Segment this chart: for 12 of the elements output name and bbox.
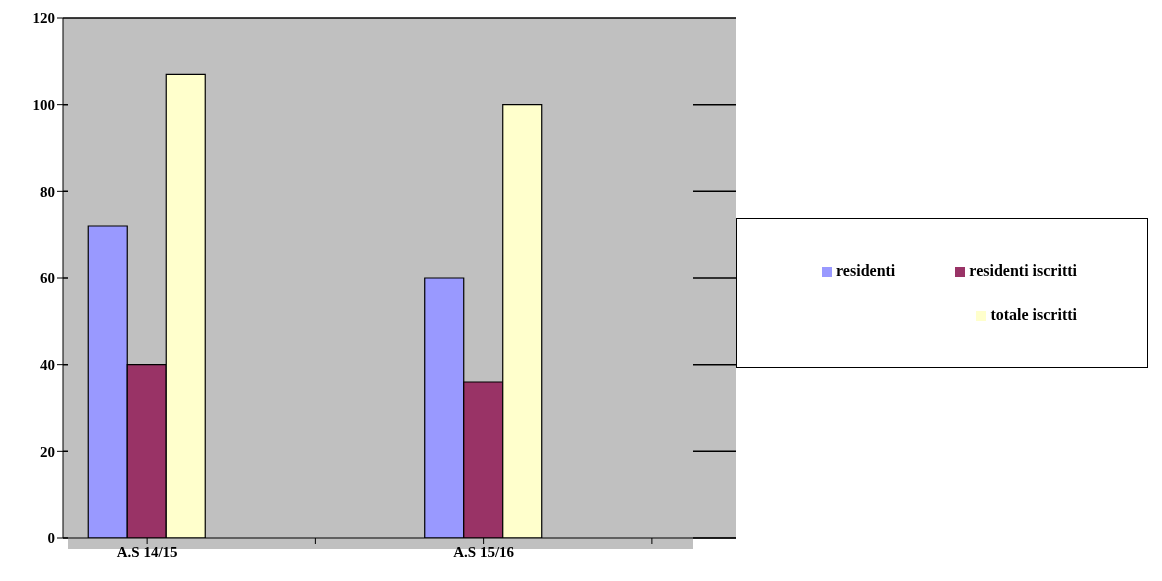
- y-tick-label: 60: [40, 270, 55, 287]
- legend-label: totale iscritti: [990, 306, 1077, 323]
- y-tick-label: 100: [32, 96, 55, 113]
- legend-label: residenti: [836, 262, 896, 279]
- legend-label: residenti iscritti: [969, 262, 1077, 279]
- y-tick-label: 80: [40, 183, 55, 200]
- x-tick-label: A.S 15/16: [453, 543, 515, 560]
- y-tick-label: 0: [47, 530, 55, 547]
- y-tick-label: 40: [40, 356, 55, 373]
- y-tick-label: 20: [40, 443, 55, 460]
- y-tick-label: 120: [32, 10, 55, 27]
- x-tick-label: A.S 14/15: [116, 543, 178, 560]
